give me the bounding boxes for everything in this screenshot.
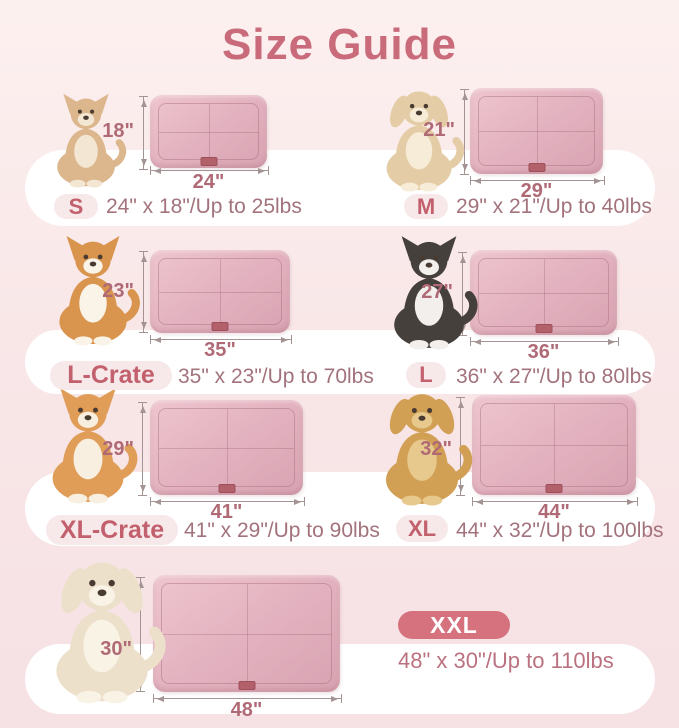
row-band-2 [25,330,655,394]
height-label: 18" [102,120,134,142]
height-arrow-icon [139,251,148,333]
row-band-1 [25,150,655,226]
height-label: 27" [421,281,453,303]
mat-seams [478,258,609,327]
mat-illustration [150,250,290,333]
row-band-4 [25,644,655,714]
height-label: 32" [420,438,452,460]
size-badge-xxl: XXL [398,611,510,639]
row-band-3 [25,472,655,546]
height-label: 21" [423,119,455,141]
mat-illustration [470,250,617,335]
height-label: 23" [102,280,134,302]
height-label: 29" [102,438,134,460]
height-arrow-icon [458,252,467,336]
page-title: Size Guide [222,20,457,69]
mat-seams [158,258,282,325]
